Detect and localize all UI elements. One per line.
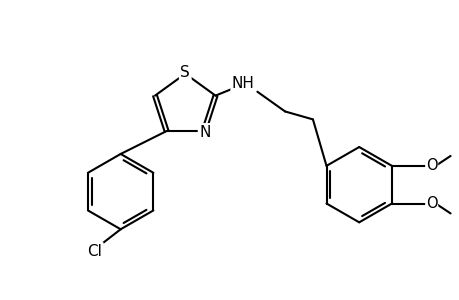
Text: S: S bbox=[180, 65, 190, 80]
Text: NH: NH bbox=[231, 76, 254, 91]
Text: N: N bbox=[199, 124, 210, 140]
Text: Cl: Cl bbox=[87, 244, 102, 259]
Text: O: O bbox=[425, 196, 437, 211]
Text: O: O bbox=[425, 158, 437, 173]
